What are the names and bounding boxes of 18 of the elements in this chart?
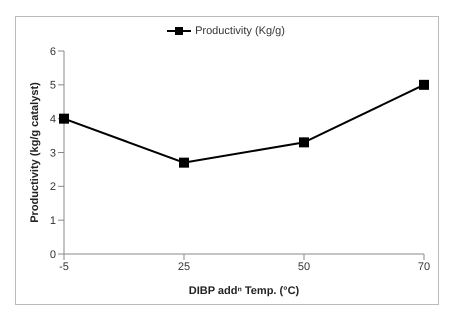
y-tick-label: 1 <box>50 215 56 228</box>
y-tick-label: 5 <box>50 80 56 92</box>
point <box>299 137 309 148</box>
x-tick-label: 50 <box>298 260 310 273</box>
y-tick-label: 3 <box>50 147 56 160</box>
x-tick-label: 25 <box>178 260 190 273</box>
y-tick-label: 2 <box>50 181 56 194</box>
point <box>59 114 69 124</box>
y-tick-label: 4 <box>50 114 56 126</box>
x-axis-title: DIBP addⁿ Temp. (°C) <box>188 285 300 297</box>
point <box>419 80 429 90</box>
y-axis-title: Productivity (kg/g catalyst) <box>28 82 41 223</box>
y-tick-label: 6 <box>50 46 56 58</box>
point <box>179 158 189 168</box>
x-tick-label: -5 <box>59 260 69 273</box>
x-tick-label: 70 <box>418 260 430 273</box>
legend-label: Productivity (Kg/g) <box>194 25 285 37</box>
y-tick-label: 0 <box>50 248 56 261</box>
